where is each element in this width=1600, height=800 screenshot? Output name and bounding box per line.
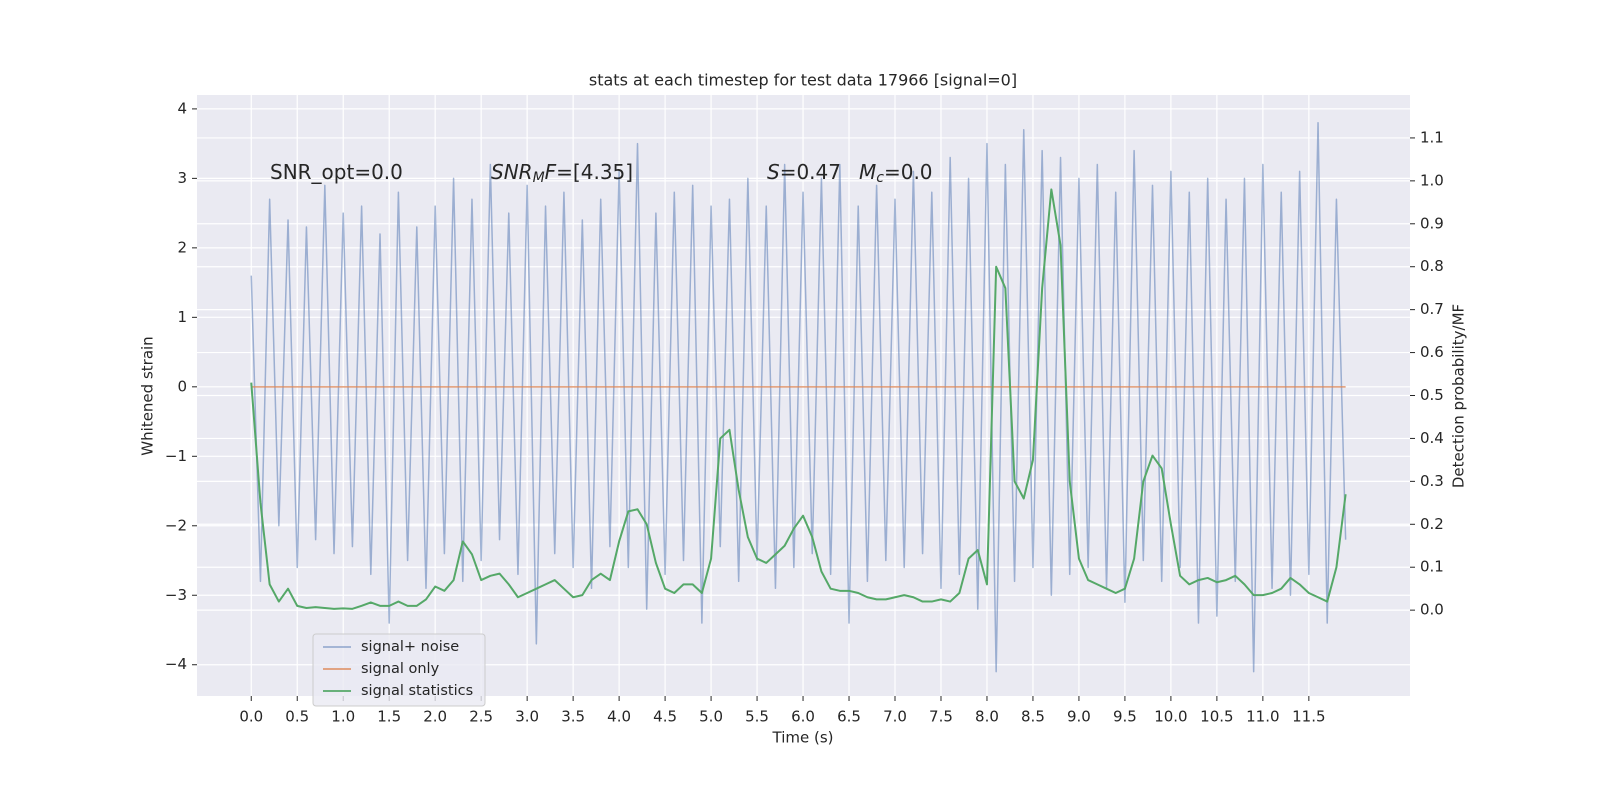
y2-tick-label: 0.2 (1420, 515, 1444, 533)
y-tick-label: 0 (177, 377, 187, 395)
x-tick-label: 6.0 (791, 708, 815, 726)
legend-label: signal statistics (361, 683, 473, 699)
y2-tick-label: 0.7 (1420, 300, 1444, 318)
y2-tick-label: 1.0 (1420, 171, 1444, 189)
series-line (250, 188, 1347, 610)
annotation: S=0.47 (767, 160, 841, 184)
x-tick-label: 10.0 (1154, 708, 1187, 726)
y2-tick-label: 0.3 (1420, 472, 1444, 490)
y2-tick-label: 0.8 (1420, 257, 1444, 275)
annotation-part: M (859, 160, 876, 184)
y2-tick-label: 0.6 (1420, 343, 1444, 361)
annotation: SNR_opt=0.0 (270, 160, 403, 184)
x-tick-label: 0.5 (285, 708, 309, 726)
y-tick-label: −4 (165, 655, 187, 673)
x-tick-label: 8.5 (1021, 708, 1045, 726)
x-tick-label: 2.5 (469, 708, 493, 726)
x-tick-label: 11.0 (1246, 708, 1279, 726)
legend-label: signal+ noise (361, 639, 459, 655)
annotation-part: SNR (491, 160, 533, 184)
chart-title: stats at each timestep for test data 179… (589, 71, 1017, 90)
x-axis-label: Time (s) (772, 729, 834, 747)
y2-tick-label: 0.9 (1420, 214, 1444, 232)
x-tick-label: 7.0 (883, 708, 907, 726)
x-tick-label: 1.5 (377, 708, 401, 726)
x-tick-label: 5.0 (699, 708, 723, 726)
x-tick-label: 7.5 (929, 708, 953, 726)
y2-axis-label: Detection probability/MF (1450, 304, 1468, 488)
x-tick-label: 3.5 (561, 708, 585, 726)
legend-box (312, 633, 486, 707)
y2-tick-label: 1.1 (1420, 128, 1444, 146)
y2-tick-label: 0.1 (1420, 558, 1444, 576)
annotation-part: S (767, 160, 780, 184)
y-tick-label: 1 (177, 308, 187, 326)
x-tick-label: 0.0 (239, 708, 263, 726)
x-tick-label: 5.5 (745, 708, 769, 726)
labels: 0.0 0.5 1.0 1.5 2.0 2.5 3.0 3.5 4.0 4.5 5.0 5.5 6.0 6… (165, 99, 1444, 725)
x-tick-label: 6.5 (837, 708, 861, 726)
y-tick-label: −2 (165, 516, 187, 534)
x-tick-label: 9.0 (1067, 708, 1091, 726)
annotation-part: =0.0 (884, 160, 933, 184)
annotation: SNRMF=[4.35] (491, 160, 633, 187)
x-tick-label: 2.0 (423, 708, 447, 726)
x-tick-label: 10.5 (1200, 708, 1233, 726)
y-tick-label: 3 (177, 169, 187, 187)
annotation: Mc=0.0 (859, 160, 933, 187)
x-tick-label: 3.0 (515, 708, 539, 726)
y2-tick-label: 0.4 (1420, 429, 1444, 447)
y2-tick-label: 0.5 (1420, 386, 1444, 404)
x-tick-label: 4.0 (607, 708, 631, 726)
annotation-part: F (545, 160, 557, 184)
y-tick-label: 2 (177, 238, 187, 256)
annotation-part: =0.47 (780, 160, 841, 184)
x-tick-label: 1.0 (331, 708, 355, 726)
x-tick-label: 11.5 (1292, 708, 1325, 726)
y-tick-label: −3 (165, 586, 187, 604)
annotation-part: M (533, 170, 545, 186)
annotation-part: =[4.35] (556, 160, 633, 184)
legend-label: signal only (361, 661, 440, 677)
annotation-part: c (876, 170, 884, 186)
series-line (250, 122, 1347, 673)
x-tick-label: 9.5 (1113, 708, 1137, 726)
x-tick-label: 4.5 (653, 708, 677, 726)
y-axis-label: Whitened strain (139, 336, 157, 455)
marks (250, 122, 1347, 673)
y-tick-label: 4 (177, 99, 187, 117)
y-tick-label: −1 (165, 447, 187, 465)
x-tick-label: 8.0 (975, 708, 999, 726)
y2-tick-label: 0.0 (1420, 601, 1444, 619)
annotation-part: SNR_opt=0.0 (270, 160, 403, 184)
